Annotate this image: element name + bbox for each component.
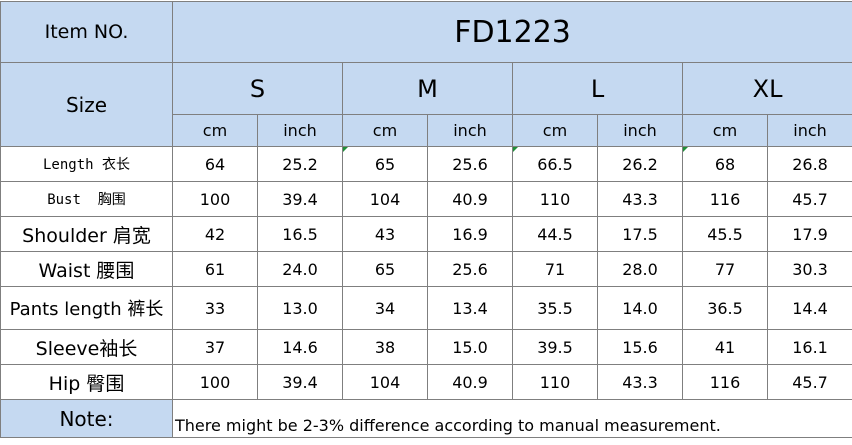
table-cell: 110: [512, 181, 598, 217]
table-cell: 38: [342, 329, 428, 365]
size-l: L: [512, 62, 683, 115]
table-cell: 64: [172, 146, 258, 182]
table-row: Pants length 裤长 33 13.0 34 13.4 35.5 14.…: [0, 286, 852, 330]
table-cell: 28.0: [597, 251, 683, 287]
table-cell: 16.9: [427, 216, 513, 252]
table-cell: 71: [512, 251, 598, 287]
table-cell: 25.6: [427, 251, 513, 287]
table-cell: 13.4: [427, 286, 513, 330]
table-cell: 44.5: [512, 216, 598, 252]
table-cell: 14.0: [597, 286, 683, 330]
unit-row: cm inch cm inch cm inch cm inch: [1, 114, 852, 147]
table-cell: 116: [682, 364, 768, 400]
table-cell: 100: [172, 181, 258, 217]
size-label: Size: [0, 62, 173, 147]
table-row: Length 衣长 64 25.2 65 25.6 66.5 26.2 68 2…: [0, 146, 852, 182]
unit-header: cm: [172, 114, 258, 147]
table-cell: 36.5: [682, 286, 768, 330]
row-label-length: Length 衣长: [0, 146, 173, 182]
table-cell: 39.4: [257, 181, 343, 217]
table-cell: 65: [342, 251, 428, 287]
table-cell: 14.4: [766, 286, 852, 330]
table-cell: 15.6: [597, 329, 683, 365]
table-cell: 104: [342, 364, 428, 400]
table-cell: 61: [172, 251, 258, 287]
table-cell: 41: [682, 329, 768, 365]
table-cell: 16.1: [766, 329, 852, 365]
table-cell: 77: [682, 251, 768, 287]
table-cell: 68: [682, 146, 768, 182]
size-row: Size S M L XL: [0, 62, 852, 147]
table-cell: 104: [342, 181, 428, 217]
item-row: Item NO. FD1223: [0, 1, 852, 63]
note-text: There might be 2-3% difference according…: [171, 399, 852, 438]
table-cell: 34: [342, 286, 428, 330]
table-cell: 45.5: [682, 216, 768, 252]
table-cell: 40.9: [427, 181, 513, 217]
table-cell: 26.8: [766, 146, 852, 182]
item-no-label: Item NO.: [0, 1, 173, 63]
table-cell: 17.9: [766, 216, 852, 252]
row-label-waist: Waist 腰围: [0, 251, 173, 287]
table-row: Waist 腰围 61 24.0 65 25.6 71 28.0 77 30.3: [0, 251, 852, 287]
table-cell: 116: [682, 181, 768, 217]
table-cell: 30.3: [766, 251, 852, 287]
size-m: M: [342, 62, 513, 115]
size-s: S: [172, 62, 343, 115]
table-row: Sleeve袖长 37 14.6 38 15.0 39.5 15.6 41 16…: [0, 329, 852, 365]
unit-header: inch: [597, 114, 683, 147]
table-cell: 39.4: [257, 364, 343, 400]
table-row: Hip 臀围 100 39.4 104 40.9 110 43.3 116 45…: [0, 364, 852, 400]
unit-header: inch: [427, 114, 513, 147]
table-cell: 13.0: [257, 286, 343, 330]
row-label-sleeve: Sleeve袖长: [0, 329, 173, 365]
table-cell: 33: [172, 286, 258, 330]
table-cell: 100: [172, 364, 258, 400]
table-cell: 35.5: [512, 286, 598, 330]
unit-header: cm: [682, 114, 768, 147]
table-cell: 43.3: [597, 364, 683, 400]
table-cell: 43.3: [597, 181, 683, 217]
note-label: Note:: [0, 399, 173, 438]
table-cell: 42: [172, 216, 258, 252]
table-cell: 39.5: [512, 329, 598, 365]
unit-header: cm: [342, 114, 428, 147]
table-cell: 17.5: [597, 216, 683, 252]
row-label-bust: Bust 胸围: [0, 181, 173, 217]
unit-header: inch: [766, 114, 852, 147]
unit-header: inch: [257, 114, 343, 147]
table-cell: 24.0: [257, 251, 343, 287]
table-cell: 14.6: [257, 329, 343, 365]
table-cell: 43: [342, 216, 428, 252]
table-cell: 26.2: [597, 146, 683, 182]
item-number: FD1223: [171, 1, 852, 63]
row-label-pants-length: Pants length 裤长: [0, 286, 173, 330]
table-row: Bust 胸围 100 39.4 104 40.9 110 43.3 116 4…: [0, 181, 852, 217]
table-cell: 45.7: [766, 364, 852, 400]
unit-header: cm: [512, 114, 598, 147]
table-cell: 16.5: [257, 216, 343, 252]
table-row: Shoulder 肩宽 42 16.5 43 16.9 44.5 17.5 45…: [0, 216, 852, 252]
table-cell: 66.5: [512, 146, 598, 182]
row-label-hip: Hip 臀围: [0, 364, 173, 400]
table-cell: 37: [172, 329, 258, 365]
table-cell: 25.6: [427, 146, 513, 182]
size-xl: XL: [681, 62, 852, 115]
table-cell: 25.2: [257, 146, 343, 182]
table-cell: 15.0: [427, 329, 513, 365]
note-row: Note: There might be 2-3% difference acc…: [0, 399, 852, 438]
table-cell: 110: [512, 364, 598, 400]
table-cell: 45.7: [766, 181, 852, 217]
row-label-shoulder: Shoulder 肩宽: [0, 216, 173, 252]
table-cell: 40.9: [427, 364, 513, 400]
table-cell: 65: [342, 146, 428, 182]
